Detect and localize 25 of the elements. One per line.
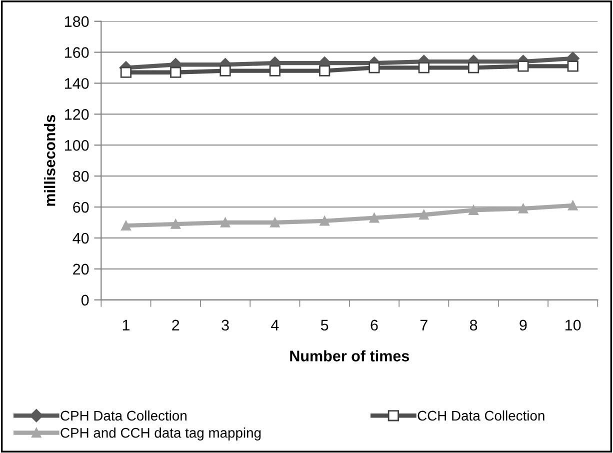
x-tick-label: 7 xyxy=(420,320,428,330)
x-tick-label: 1 xyxy=(122,320,130,330)
y-tick-label: 160 xyxy=(65,47,89,58)
y-axis-title: milliseconds xyxy=(44,114,56,206)
x-axis-title: Number of times xyxy=(290,350,410,362)
y-tick-label: 0 xyxy=(81,294,89,306)
x-tick-label: 8 xyxy=(470,320,478,331)
x-tick-label: 5 xyxy=(320,320,328,331)
y-tick-label: 100 xyxy=(65,140,89,151)
y-tick-label: 60 xyxy=(73,202,89,213)
legend-label: CPH Data Collection xyxy=(60,410,186,421)
x-tick-label: 4 xyxy=(271,320,279,330)
y-tick-label: 140 xyxy=(65,78,89,89)
y-tick-label: 120 xyxy=(65,109,89,120)
x-tick-label: 9 xyxy=(520,320,527,331)
x-tick-label: 10 xyxy=(566,320,581,331)
x-tick-label: 2 xyxy=(172,320,180,330)
x-tick-label: 6 xyxy=(370,320,378,331)
y-tick-label: 180 xyxy=(65,16,89,27)
legend-label: CCH Data Collection xyxy=(418,410,544,421)
y-tick-label: 40 xyxy=(72,232,89,244)
x-tick-label: 3 xyxy=(222,320,229,331)
y-tick-label: 80 xyxy=(73,170,89,182)
y-tick-label: 20 xyxy=(73,264,89,275)
legend-label: CPH and CCH data tag mapping xyxy=(60,428,261,440)
